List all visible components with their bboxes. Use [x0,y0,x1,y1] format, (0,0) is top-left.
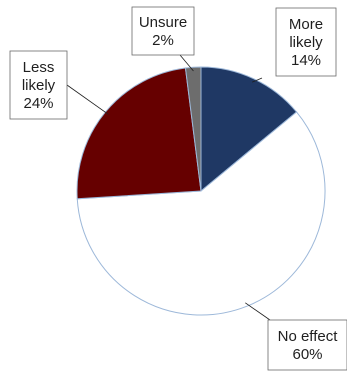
leader-line-less-likely [66,84,109,115]
callout-leader-lines [66,54,271,321]
callout-box [267,319,347,371]
leader-line-more-likely [252,77,263,83]
leader-line-unsure [179,54,194,72]
data-label: 2% [152,32,174,49]
data-label: likely [22,77,56,94]
callout-box [131,6,195,56]
data-label: 24% [23,95,53,112]
pie-slice-less-likely [76,67,202,200]
pie-slices [76,66,326,316]
pie-slice-more-likely [200,66,298,193]
data-label: likely [289,34,323,51]
callout-box [275,7,337,77]
data-label: 14% [291,52,321,69]
pie-slice-no-effect [76,111,326,316]
leader-line-no-effect [245,302,271,321]
data-label: Less [23,59,55,76]
pie-slice-unsure [184,66,202,192]
data-label: 60% [292,346,322,363]
callout-box [9,50,68,120]
data-label: Unsure [139,14,187,31]
data-label: More [289,16,323,33]
data-label: No effect [278,328,339,345]
